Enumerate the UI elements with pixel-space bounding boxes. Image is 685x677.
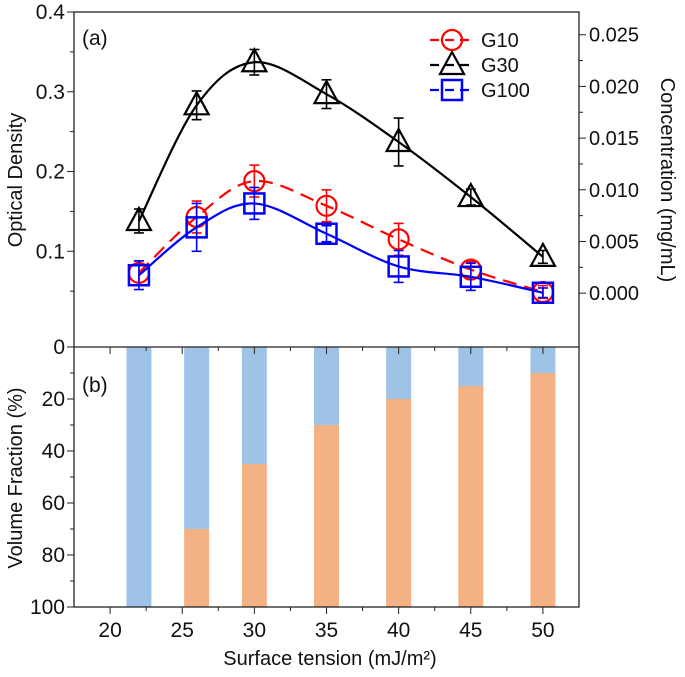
data-point-G100 [459, 265, 483, 289]
panel-label-a: (a) [82, 27, 108, 50]
x-tick-label: 45 [459, 619, 482, 642]
legend-marker-G30 [438, 49, 466, 76]
data-point-G30 [240, 46, 269, 73]
y-axis-title-right: Concentration (mg/mL) [656, 78, 678, 283]
legend: G10 G30 G100 [430, 28, 530, 102]
x-tick-label: 25 [171, 619, 194, 642]
legend-marker-G100 [440, 78, 464, 102]
bar-orange [314, 425, 339, 607]
bar-blue [241, 347, 267, 464]
y-tick-label-right: 0.005 [589, 231, 639, 253]
data-point-G10 [315, 194, 338, 217]
y-tick-label-right: 0.010 [589, 180, 639, 202]
y-tick-label-left-bottom: 60 [42, 492, 65, 515]
y-axis-title-left-top: Optical Density [5, 113, 27, 248]
data-point-G100 [243, 192, 266, 215]
y-tick-label-left: 0.3 [36, 81, 65, 104]
x-tick-label: 50 [531, 619, 554, 642]
data-point-G100 [185, 216, 208, 239]
bar-blue [184, 347, 210, 529]
data-point-G100 [531, 281, 555, 305]
x-tick-label: 35 [315, 619, 338, 642]
x-axis-title: Surface tension (mJ/m²) [223, 648, 436, 670]
legend-label-G10: G10 [481, 30, 519, 52]
bar-orange [458, 386, 484, 607]
panel-label-b: (b) [82, 374, 108, 397]
data-point-G10 [387, 228, 410, 251]
bars-layer [126, 347, 556, 607]
y-tick-label-left-bottom: 20 [42, 388, 65, 411]
bar-blue [314, 347, 339, 425]
y-tick-label-left-bottom: 0 [53, 336, 65, 359]
y-tick-label-left-bottom: 100 [30, 596, 65, 619]
y-tick-label-left-bottom: 80 [42, 544, 65, 567]
data-point-G30 [182, 90, 211, 116]
axes-layer: 20 25 30 35 40 45 50 0.1 0.2 0.3 0.4 0 20 40 60 80 100 0.… [30, 1, 639, 642]
y-tick-label-right: 0.015 [589, 128, 639, 150]
x-tick-label: 30 [243, 619, 266, 642]
bar-orange [184, 529, 210, 607]
data-point-G100 [315, 222, 338, 245]
data-point-G30 [125, 205, 153, 232]
y-axis-title-left-bottom: Volume Fraction (%) [5, 387, 27, 568]
data-point-G30 [456, 181, 485, 208]
x-tick-label: 40 [387, 619, 410, 642]
y-tick-label-right: 0.025 [589, 25, 639, 47]
y-tick-label-right: 0.020 [589, 76, 639, 98]
y-tick-label-right: 0.000 [589, 283, 639, 305]
x-tick-label: 20 [98, 619, 121, 642]
bar-orange [386, 399, 412, 607]
data-point-G30 [384, 126, 413, 153]
y-tick-label-left: 0.2 [36, 161, 65, 184]
bar-blue [126, 347, 152, 607]
y-tick-label-left: 0.4 [36, 1, 66, 24]
legend-label-G30: G30 [481, 55, 519, 77]
data-point-G100 [387, 255, 410, 278]
legend-label-G100: G100 [481, 80, 530, 102]
bar-orange [241, 464, 267, 607]
y-tick-label-left-bottom: 40 [42, 440, 65, 463]
series-layer [125, 46, 557, 305]
bar-blue [386, 347, 412, 399]
data-point-G30 [529, 241, 557, 267]
data-point-G100 [127, 263, 151, 287]
y-tick-label-left: 0.1 [36, 240, 65, 263]
data-point-G30 [312, 78, 341, 105]
bar-orange [530, 373, 556, 607]
